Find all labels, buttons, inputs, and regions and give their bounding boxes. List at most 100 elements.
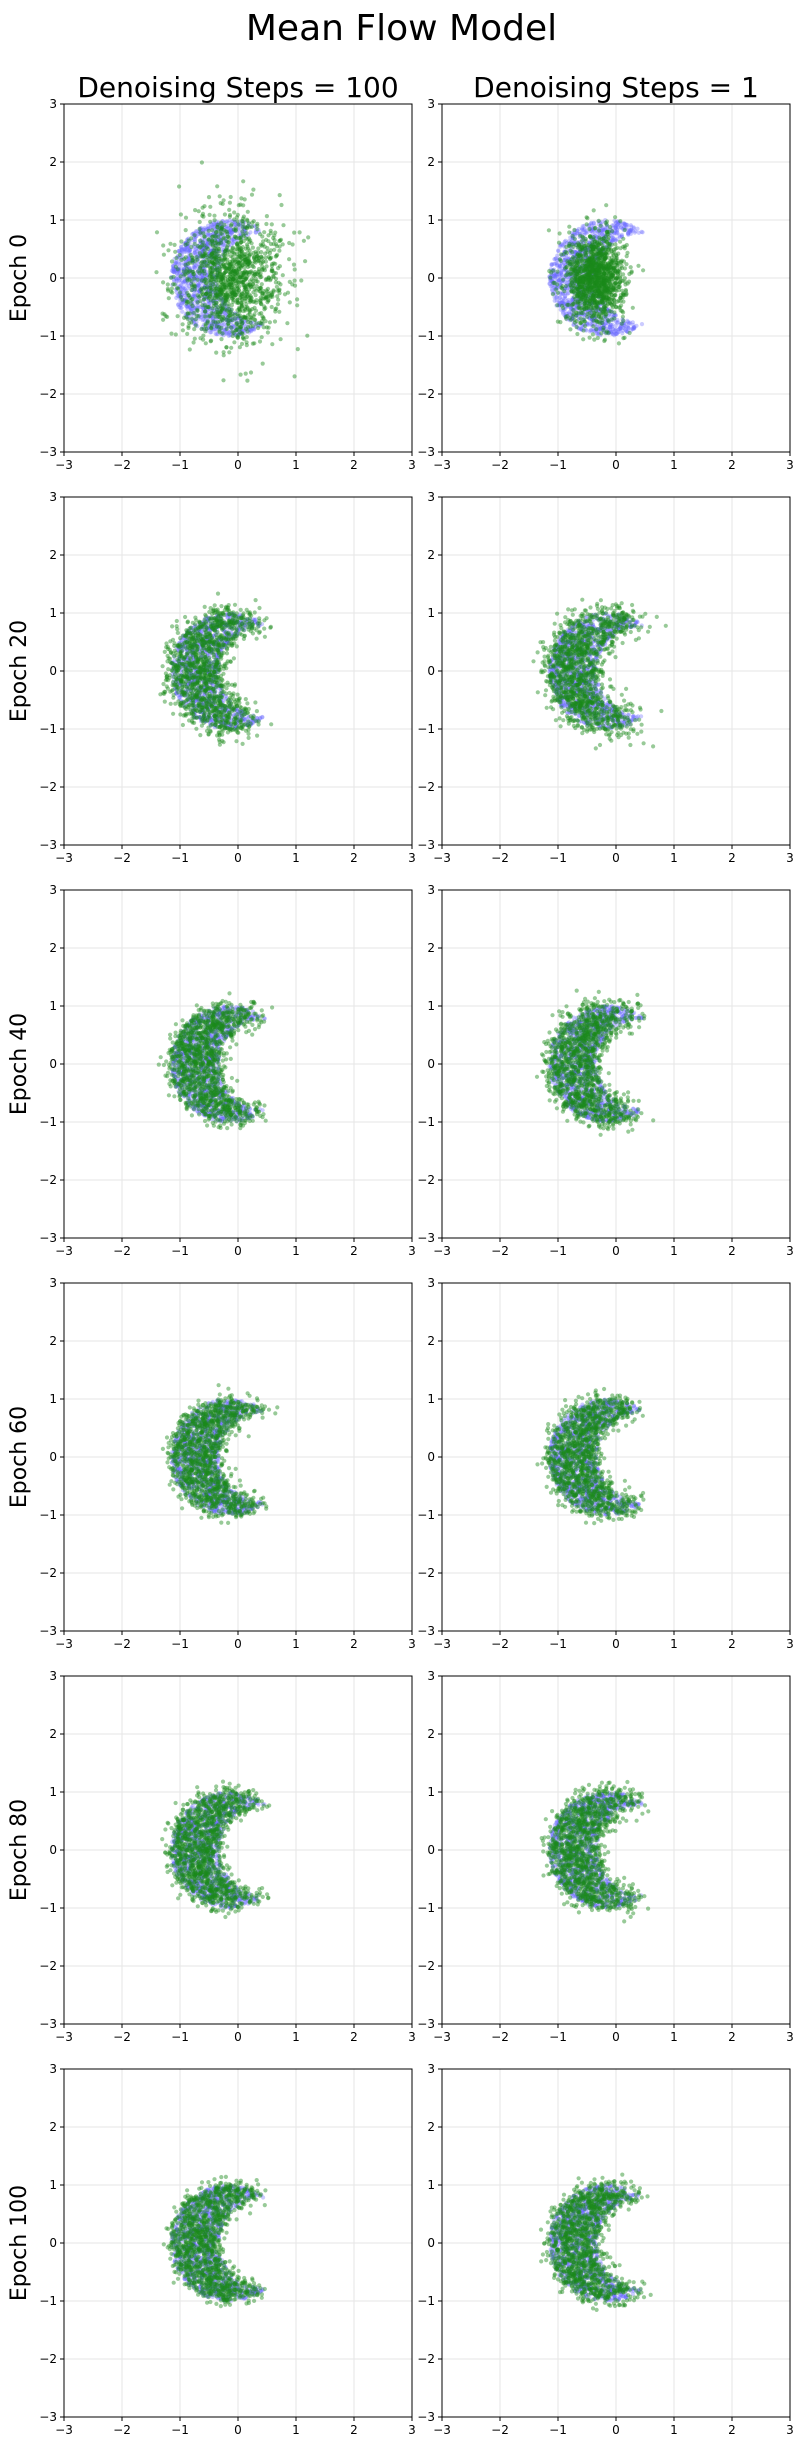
generated-point [229, 326, 233, 330]
generated-point [265, 214, 269, 218]
generated-point [245, 379, 249, 383]
target-point [185, 305, 189, 309]
generated-point [174, 256, 178, 260]
figure-title: Mean Flow Model [246, 8, 557, 49]
generated-point [279, 337, 283, 341]
generated-point [295, 303, 299, 307]
generated-point [198, 220, 202, 224]
generated-point [161, 318, 165, 322]
generated-point [232, 340, 236, 344]
generated-point [177, 184, 181, 188]
generated-point [219, 337, 223, 341]
generated-point [208, 220, 212, 224]
generated-point [216, 225, 220, 229]
generated-point [214, 351, 218, 355]
generated-point [194, 323, 198, 327]
generated-point [277, 249, 281, 253]
generated-point [256, 246, 260, 250]
generated-point [161, 243, 165, 247]
target-point [228, 218, 232, 222]
target-point [193, 250, 197, 254]
target-point [178, 306, 182, 310]
generated-point [244, 372, 248, 376]
generated-point [299, 278, 303, 282]
generated-point [236, 223, 240, 227]
generated-point [196, 278, 200, 282]
generated-point [292, 263, 296, 267]
generated-point [218, 194, 222, 198]
generated-point [252, 265, 256, 269]
column-title: Denoising Steps = 1 [473, 71, 759, 104]
generated-point [192, 340, 196, 344]
generated-point [246, 210, 250, 214]
generated-point [268, 320, 272, 324]
generated-point [262, 230, 266, 234]
generated-point [178, 253, 182, 257]
generated-point [295, 297, 299, 301]
target-point [181, 285, 185, 289]
generated-point [293, 267, 297, 271]
generated-point [258, 339, 262, 343]
generated-point [243, 197, 247, 201]
generated-point [179, 274, 183, 278]
generated-point [293, 284, 297, 288]
generated-point [201, 206, 205, 210]
row-label: Epoch 0 [7, 234, 32, 322]
generated-point [305, 334, 309, 338]
generated-point [195, 255, 199, 259]
generated-point [189, 236, 193, 240]
generated-point [274, 271, 278, 275]
generated-point [169, 332, 173, 336]
generated-point [174, 332, 178, 336]
generated-point [285, 321, 289, 325]
generated-point [198, 299, 202, 303]
generated-point [228, 215, 232, 219]
target-point [175, 272, 179, 276]
generated-point [277, 310, 281, 314]
target-point [180, 310, 184, 314]
generated-point [249, 370, 253, 374]
generated-point [227, 208, 231, 212]
target-point [249, 329, 253, 333]
generated-point [204, 341, 208, 345]
generated-point [185, 277, 189, 281]
generated-point [245, 335, 249, 339]
generated-point [293, 279, 297, 283]
generated-point [279, 203, 283, 207]
generated-point [184, 228, 188, 232]
column-title: Denoising Steps = 100 [77, 71, 398, 104]
generated-point [251, 246, 255, 250]
generated-point [189, 279, 193, 283]
target-point [248, 230, 252, 234]
generated-point [180, 298, 184, 302]
generated-point [215, 184, 219, 188]
generated-point [302, 239, 306, 243]
generated-point [166, 287, 170, 291]
target-point [179, 245, 183, 249]
target-point [180, 302, 184, 306]
target-point [182, 280, 186, 284]
generated-point [250, 193, 254, 197]
generated-point [181, 322, 185, 326]
generated-point [296, 347, 300, 351]
generated-point [209, 339, 213, 343]
generated-point [246, 329, 250, 333]
generated-point [298, 230, 302, 234]
generated-point [173, 282, 177, 286]
target-point [174, 260, 178, 264]
generated-point [270, 268, 274, 272]
target-point [227, 334, 231, 338]
generated-point [276, 302, 280, 306]
generated-point [264, 222, 268, 226]
generated-point [269, 229, 273, 233]
generated-point [190, 317, 194, 321]
generated-point [155, 230, 159, 234]
generated-point [207, 195, 211, 199]
generated-point [225, 327, 229, 331]
generated-point [162, 253, 166, 257]
generated-point [168, 242, 172, 246]
generated-point [223, 212, 227, 216]
generated-point [213, 218, 217, 222]
